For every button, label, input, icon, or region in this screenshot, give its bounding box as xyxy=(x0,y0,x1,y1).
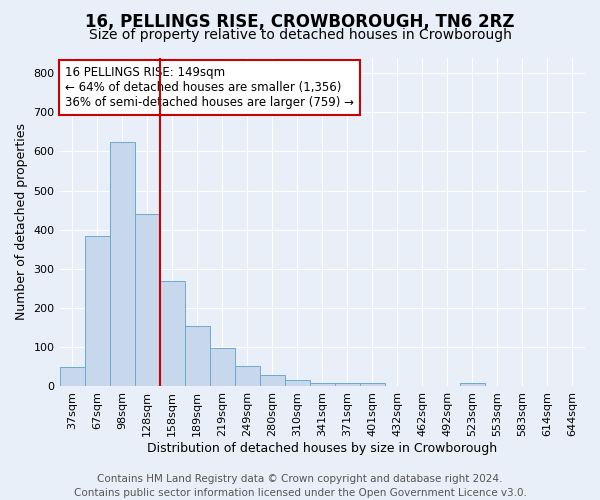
Bar xyxy=(209,348,235,387)
Bar xyxy=(85,236,110,386)
Bar xyxy=(460,382,485,386)
Text: 16, PELLINGS RISE, CROWBOROUGH, TN6 2RZ: 16, PELLINGS RISE, CROWBOROUGH, TN6 2RZ xyxy=(85,12,515,30)
Bar xyxy=(260,374,285,386)
Bar xyxy=(134,214,160,386)
Bar xyxy=(310,382,335,386)
Bar xyxy=(110,142,134,386)
Bar xyxy=(335,382,360,386)
Text: Size of property relative to detached houses in Crowborough: Size of property relative to detached ho… xyxy=(89,28,511,42)
Bar xyxy=(59,367,85,386)
Bar xyxy=(360,382,385,386)
X-axis label: Distribution of detached houses by size in Crowborough: Distribution of detached houses by size … xyxy=(147,442,497,455)
Bar xyxy=(285,380,310,386)
Bar xyxy=(185,326,209,386)
Bar xyxy=(160,280,185,386)
Y-axis label: Number of detached properties: Number of detached properties xyxy=(15,124,28,320)
Text: Contains HM Land Registry data © Crown copyright and database right 2024.
Contai: Contains HM Land Registry data © Crown c… xyxy=(74,474,526,498)
Bar xyxy=(235,366,260,386)
Text: 16 PELLINGS RISE: 149sqm
← 64% of detached houses are smaller (1,356)
36% of sem: 16 PELLINGS RISE: 149sqm ← 64% of detach… xyxy=(65,66,354,108)
